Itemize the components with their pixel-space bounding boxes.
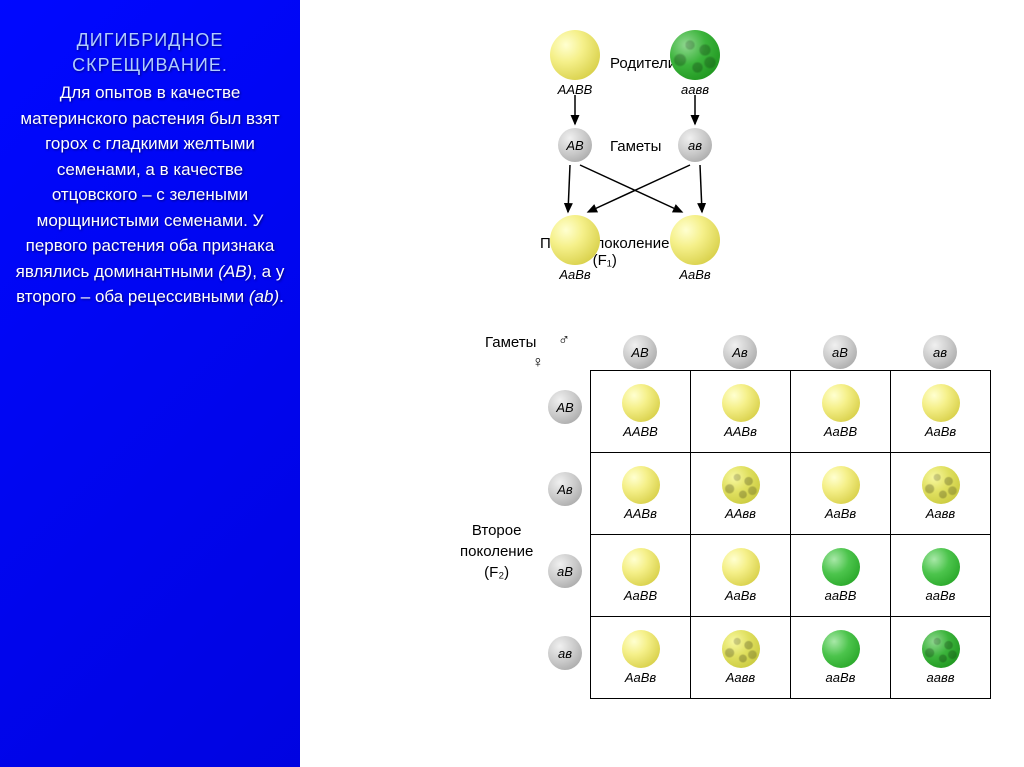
genotype: аавв bbox=[681, 82, 709, 97]
title-line2: СКРЕЩИВАНИЕ. bbox=[15, 55, 285, 76]
col-gamete: Ав bbox=[723, 335, 757, 369]
punnett-cell: АаВв bbox=[691, 535, 791, 617]
punnett-cell: ААВВ bbox=[591, 371, 691, 453]
punnett-cell: АаВв bbox=[891, 371, 991, 453]
pea-icon bbox=[550, 30, 600, 80]
pea-icon bbox=[622, 466, 660, 504]
punnett-cell: ААВв bbox=[691, 371, 791, 453]
punnett-table: ААВВ ААВв АаВВ АаВв ААВв ААвв АаВв bbox=[590, 370, 991, 699]
male-symbol: ♂ bbox=[558, 332, 570, 350]
pea-icon bbox=[922, 630, 960, 668]
pea-icon bbox=[922, 466, 960, 504]
pea-icon bbox=[722, 630, 760, 668]
pea-icon bbox=[722, 384, 760, 422]
col-gametes: АВ Ав аВ ав bbox=[590, 335, 957, 369]
genotype: Аавв bbox=[926, 506, 955, 521]
pea-icon bbox=[822, 384, 860, 422]
diagram-panel: Родители Гаметы Первое поколение (F₁) АА… bbox=[300, 0, 1024, 767]
punnett-cell: ааВв bbox=[791, 617, 891, 699]
genotype: ААВв bbox=[724, 424, 757, 439]
genotype: АаВВ bbox=[624, 588, 657, 603]
genotype: Аавв bbox=[726, 670, 755, 685]
genotype: АаВВ bbox=[824, 424, 857, 439]
col-gamete: ав bbox=[923, 335, 957, 369]
genotype: АаВв bbox=[825, 506, 856, 521]
pea-icon bbox=[822, 466, 860, 504]
pea-icon bbox=[622, 630, 660, 668]
f1-pea: АаВв bbox=[550, 215, 600, 282]
genotype: ААВВ bbox=[558, 82, 593, 97]
punnett-cell: ААвв bbox=[691, 453, 791, 535]
f1-pea: АаВв bbox=[670, 215, 720, 282]
title-line1: ДИГИБРИДНОЕ bbox=[15, 30, 285, 51]
genotype: АаВв bbox=[559, 267, 590, 282]
punnett-cell: АаВв bbox=[591, 617, 691, 699]
pea-icon bbox=[622, 384, 660, 422]
pea-icon bbox=[822, 630, 860, 668]
row-gamete: АВ bbox=[548, 390, 582, 424]
row-gamete: ав bbox=[548, 636, 582, 670]
parents-label: Родители bbox=[610, 55, 676, 72]
genotype: ААВв bbox=[624, 506, 657, 521]
gamete: ав bbox=[678, 128, 712, 162]
row-gamete: аВ bbox=[548, 554, 582, 588]
punnett-cell: ааВВ bbox=[791, 535, 891, 617]
pea-icon bbox=[722, 466, 760, 504]
text-panel: ДИГИБРИДНОЕ СКРЕЩИВАНИЕ. Для опытов в ка… bbox=[0, 0, 300, 767]
pea-icon bbox=[622, 548, 660, 586]
pea-icon bbox=[550, 215, 600, 265]
punnett-cell: Аавв bbox=[891, 453, 991, 535]
genotype: АаВв bbox=[725, 588, 756, 603]
genotype: АаВв bbox=[925, 424, 956, 439]
pea-icon bbox=[922, 548, 960, 586]
punnett-cell: Аавв bbox=[691, 617, 791, 699]
punnett-cell: АаВв bbox=[791, 453, 891, 535]
row-gametes: АВ Ав аВ ав bbox=[548, 390, 582, 670]
description-text: Для опытов в качестве материнского расте… bbox=[15, 80, 285, 310]
female-symbol: ♀ bbox=[532, 354, 544, 372]
genotype: ААВВ bbox=[623, 424, 658, 439]
cross-diagram: Родители Гаметы Первое поколение (F₁) АА… bbox=[310, 20, 1014, 340]
row-gamete: Ав bbox=[548, 472, 582, 506]
genotype: АаВв bbox=[679, 267, 710, 282]
punnett-cell: аавв bbox=[891, 617, 991, 699]
genotype: ааВВ bbox=[825, 588, 857, 603]
gametes-label: Гаметы bbox=[610, 138, 661, 155]
pea-icon bbox=[922, 384, 960, 422]
punnett-cell: АаВВ bbox=[591, 535, 691, 617]
parent-pea: аавв bbox=[670, 30, 720, 97]
genotype: ааВв bbox=[926, 588, 956, 603]
punnett-cell: ААВв bbox=[591, 453, 691, 535]
genotype: ААвв bbox=[725, 506, 756, 521]
genotype: аавв bbox=[926, 670, 954, 685]
pea-icon bbox=[722, 548, 760, 586]
pea-icon bbox=[670, 215, 720, 265]
genotype: АаВв bbox=[625, 670, 656, 685]
pea-icon bbox=[670, 30, 720, 80]
punnett-cell: АаВВ bbox=[791, 371, 891, 453]
gamete: АВ bbox=[558, 128, 592, 162]
col-gamete: АВ bbox=[623, 335, 657, 369]
col-gamete: аВ bbox=[823, 335, 857, 369]
genotype: ааВв bbox=[826, 670, 856, 685]
punnett-cell: ааВв bbox=[891, 535, 991, 617]
parent-pea: ААВВ bbox=[550, 30, 600, 97]
f2-label: Второе поколение (F₂) bbox=[460, 520, 533, 583]
pea-icon bbox=[822, 548, 860, 586]
gametes-label2: Гаметы bbox=[485, 334, 536, 351]
